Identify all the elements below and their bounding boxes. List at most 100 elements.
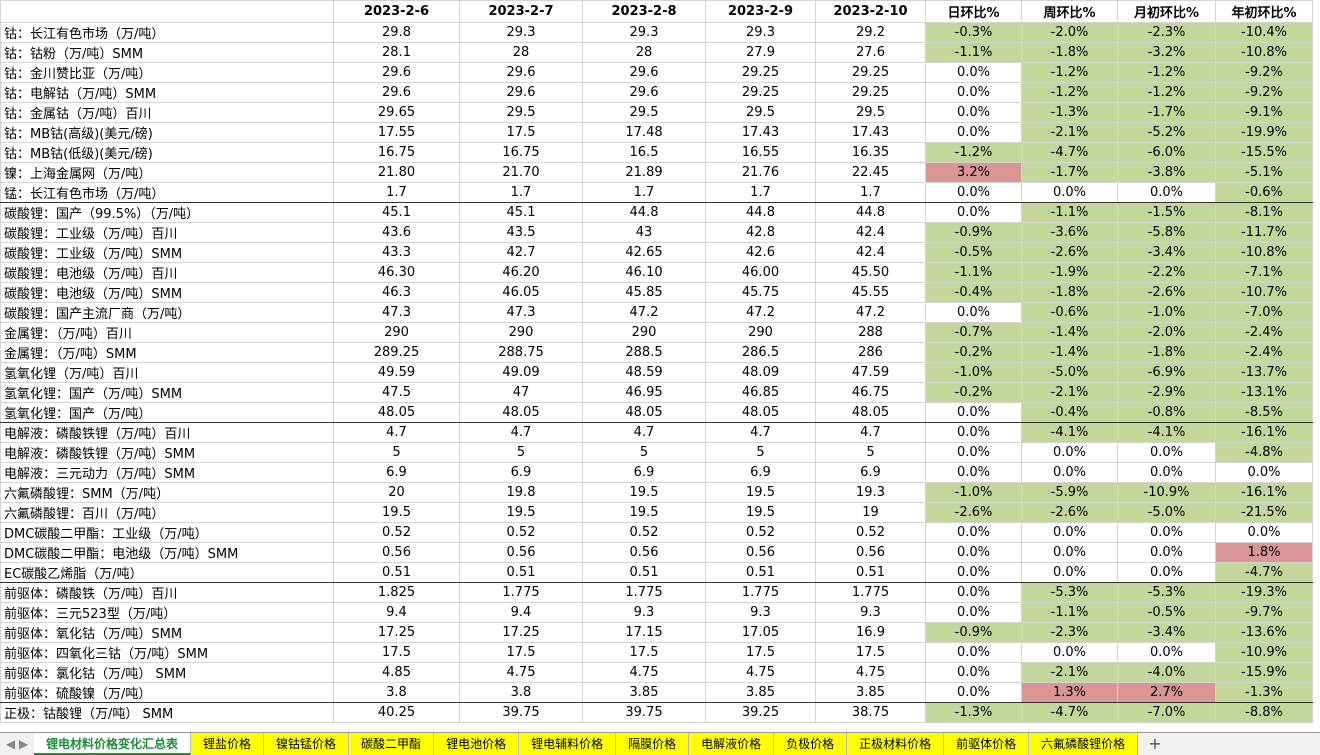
change-cell: 0.0% [1021,442,1118,463]
price-cell: 40.25 [333,702,460,723]
change-cell: -7.0% [1117,702,1216,723]
sheet-tab[interactable]: 锂电辅料价格 [519,733,617,755]
change-cell: -0.6% [1021,302,1118,323]
price-cell: 19.5 [582,482,706,503]
price-cell: 17.43 [815,122,926,143]
change-cell: -1.5% [1117,202,1216,223]
price-cell: 47.2 [582,302,706,323]
price-cell: 29.6 [582,82,706,103]
sheet-tab[interactable]: 镍钴锰价格 [264,733,350,755]
price-cell: 47.3 [333,302,460,323]
price-cell: 22.45 [815,162,926,183]
change-cell: -2.3% [1021,622,1118,643]
price-cell: 27.6 [815,42,926,63]
price-cell: 46.95 [582,382,706,403]
change-cell: -1.2% [1117,62,1216,83]
price-cell: 48.05 [333,402,460,423]
price-cell: 45.85 [582,282,706,303]
price-cell: 4.75 [459,662,583,683]
change-cell: -2.2% [1117,262,1216,283]
price-cell: 3.85 [582,682,706,703]
change-cell: 0.0% [1021,182,1118,203]
sheet-tab[interactable]: 锂盐价格 [191,733,265,755]
sheet-tab[interactable]: 锂电材料价格变化汇总表 [34,733,192,755]
price-cell: 45.55 [815,282,926,303]
sheet-tab[interactable]: 隔膜价格 [616,733,690,755]
price-cell: 1.775 [582,582,706,603]
price-cell: 4.7 [815,422,926,443]
price-cell: 19.5 [333,502,460,523]
change-cell: -5.2% [1117,122,1216,143]
price-cell: 46.85 [705,382,816,403]
change-cell: -2.9% [1117,382,1216,403]
price-cell: 46.20 [459,262,583,283]
sheet-tab[interactable]: 碳酸二甲酯 [349,733,435,755]
add-sheet[interactable]: + [1148,734,1162,753]
change-cell: -2.0% [1117,322,1216,343]
sheet-tab[interactable]: 负极价格 [774,733,848,755]
sheet-tab[interactable]: 锂电池价格 [434,733,520,755]
tab-nav[interactable]: ◀ ▶ [5,737,29,751]
change-cell: 0.0% [1021,542,1118,563]
header-cell: 日环比% [925,0,1022,23]
change-cell: -9.7% [1215,602,1313,623]
row-label: 六氟磷酸锂：SMM（万/吨） [0,482,334,503]
sheet-tab[interactable]: 前驱体价格 [944,733,1030,755]
change-cell: -1.4% [1021,322,1118,343]
price-cell: 43.6 [333,222,460,243]
row-label: 六氟磷酸锂：百川（万/吨） [0,502,334,523]
data-row: 钴：金属钴（万/吨）百川 29.65 29.5 29.5 29.5 29.5 0.0% -1.… [0,102,1313,123]
change-cell: -0.3% [925,22,1022,43]
change-cell: 0.0% [1021,522,1118,543]
price-cell: 29.5 [815,102,926,123]
row-label: 碳酸锂：电池级（万/吨）百川 [0,262,334,283]
row-label: DMC碳酸二甲酯：电池级（万/吨）SMM [0,542,334,563]
change-cell: -10.8% [1215,242,1313,263]
change-cell: 0.0% [1117,182,1216,203]
sheet-tab[interactable]: 电解液价格 [689,733,775,755]
row-label: 锰：长江有色市场（万/吨） [0,182,334,203]
sheet-tab[interactable]: 六氟磷酸锂价格 [1029,733,1139,755]
change-cell: -13.6% [1215,622,1313,643]
data-row: 六氟磷酸锂：百川（万/吨） 19.5 19.5 19.5 19.5 19 -2.6% -2.6… [0,502,1313,523]
change-cell: -1.7% [1117,102,1216,123]
price-cell: 29.6 [582,62,706,83]
change-cell: -0.4% [1021,402,1118,423]
price-cell: 290 [333,322,460,343]
change-cell: 0.0% [925,542,1022,563]
price-cell: 17.43 [705,122,816,143]
change-cell: -4.1% [1021,422,1118,443]
data-row: 碳酸锂：国产主流厂商（万/吨） 47.3 47.3 47.2 47.2 47.2 0.0% -… [0,302,1313,323]
price-cell: 17.15 [582,622,706,643]
change-cell: -4.1% [1117,422,1216,443]
price-table: 2023-2-6 2023-2-7 2023-2-8 2023-2-9 2023-2-1… [0,0,1313,723]
change-cell: 0.0% [1021,562,1118,583]
price-cell: 290 [582,322,706,343]
price-cell: 1.7 [705,182,816,203]
price-cell: 0.56 [582,542,706,563]
price-cell: 29.2 [815,22,926,43]
price-cell: 42.6 [705,242,816,263]
change-cell: -0.6% [1215,182,1313,203]
price-cell: 0.52 [582,522,706,543]
data-row: 镍：上海金属网（万/吨） 21.80 21.70 21.89 21.76 22.45 3.2… [0,162,1313,183]
sheet-tab[interactable]: 正极材料价格 [847,733,945,755]
change-cell: -13.7% [1215,362,1313,383]
change-cell: -10.7% [1215,282,1313,303]
price-cell: 9.3 [705,602,816,623]
change-cell: -9.2% [1215,82,1313,103]
price-cell: 19.5 [582,502,706,523]
change-cell: -4.7% [1021,142,1118,163]
change-cell: -5.0% [1021,362,1118,383]
price-cell: 9.3 [582,602,706,623]
row-label: 电解液：三元动力（万/吨）SMM [0,462,334,483]
change-cell: -2.6% [1117,282,1216,303]
price-cell: 29.6 [333,62,460,83]
change-cell: -5.3% [1021,582,1118,603]
row-label: 钴：钴粉（万/吨）SMM [0,42,334,63]
change-cell: -8.8% [1215,702,1313,723]
change-cell: 2.7% [1117,682,1216,703]
header-cell [0,0,334,23]
change-cell: -0.9% [925,222,1022,243]
change-cell: 0.0% [1021,642,1118,663]
